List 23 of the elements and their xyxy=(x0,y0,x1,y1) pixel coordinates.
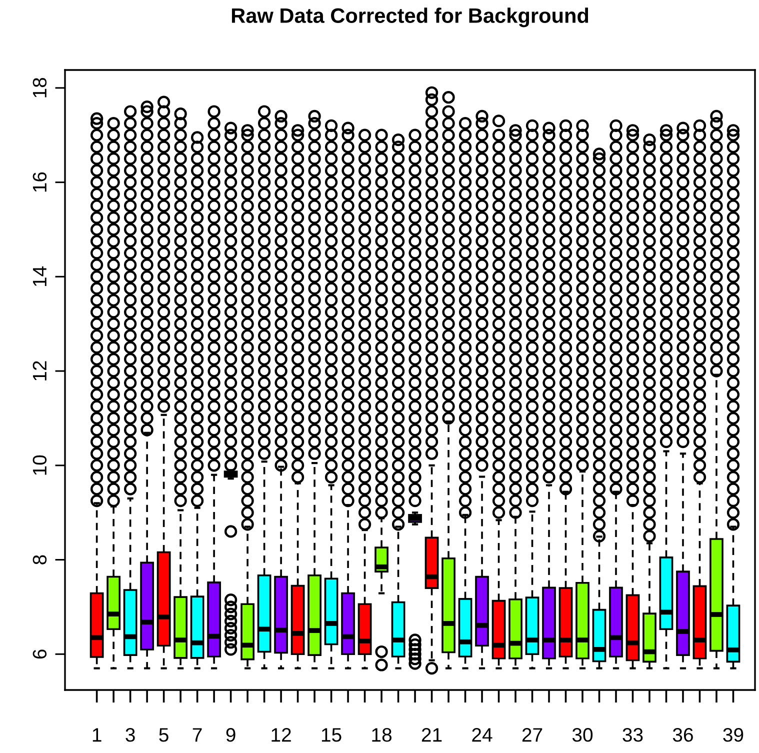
y-tick-label: 8 xyxy=(32,555,47,564)
y-tick-label: 10 xyxy=(32,455,47,475)
x-tick-label: 9 xyxy=(226,728,236,742)
x-tick-label: 33 xyxy=(622,728,643,742)
y-tick-label: 18 xyxy=(32,78,47,98)
y-tick-label: 6 xyxy=(32,650,47,659)
x-tick-label: 5 xyxy=(159,728,168,742)
chart-title: Raw Data Corrected for Background xyxy=(232,8,588,28)
y-tick-label: 12 xyxy=(32,361,46,380)
x-tick-label: 24 xyxy=(472,728,492,742)
x-tick-label: 39 xyxy=(723,728,744,742)
x-tick-label: 18 xyxy=(372,728,392,742)
y-tick-label: 14 xyxy=(33,266,46,286)
x-tick-label: 27 xyxy=(522,728,542,742)
x-tick-label: 15 xyxy=(322,728,342,742)
x-tick-label: 21 xyxy=(422,728,442,742)
x-tick-label: 30 xyxy=(572,728,593,742)
x-tick-label: 12 xyxy=(272,728,291,742)
x-tick-label: 36 xyxy=(672,728,693,742)
x-tick-label: 7 xyxy=(192,728,202,742)
y-tick-label: 16 xyxy=(32,172,47,192)
x-tick-label: 3 xyxy=(126,728,135,742)
x-tick-label: 1 xyxy=(92,728,102,742)
